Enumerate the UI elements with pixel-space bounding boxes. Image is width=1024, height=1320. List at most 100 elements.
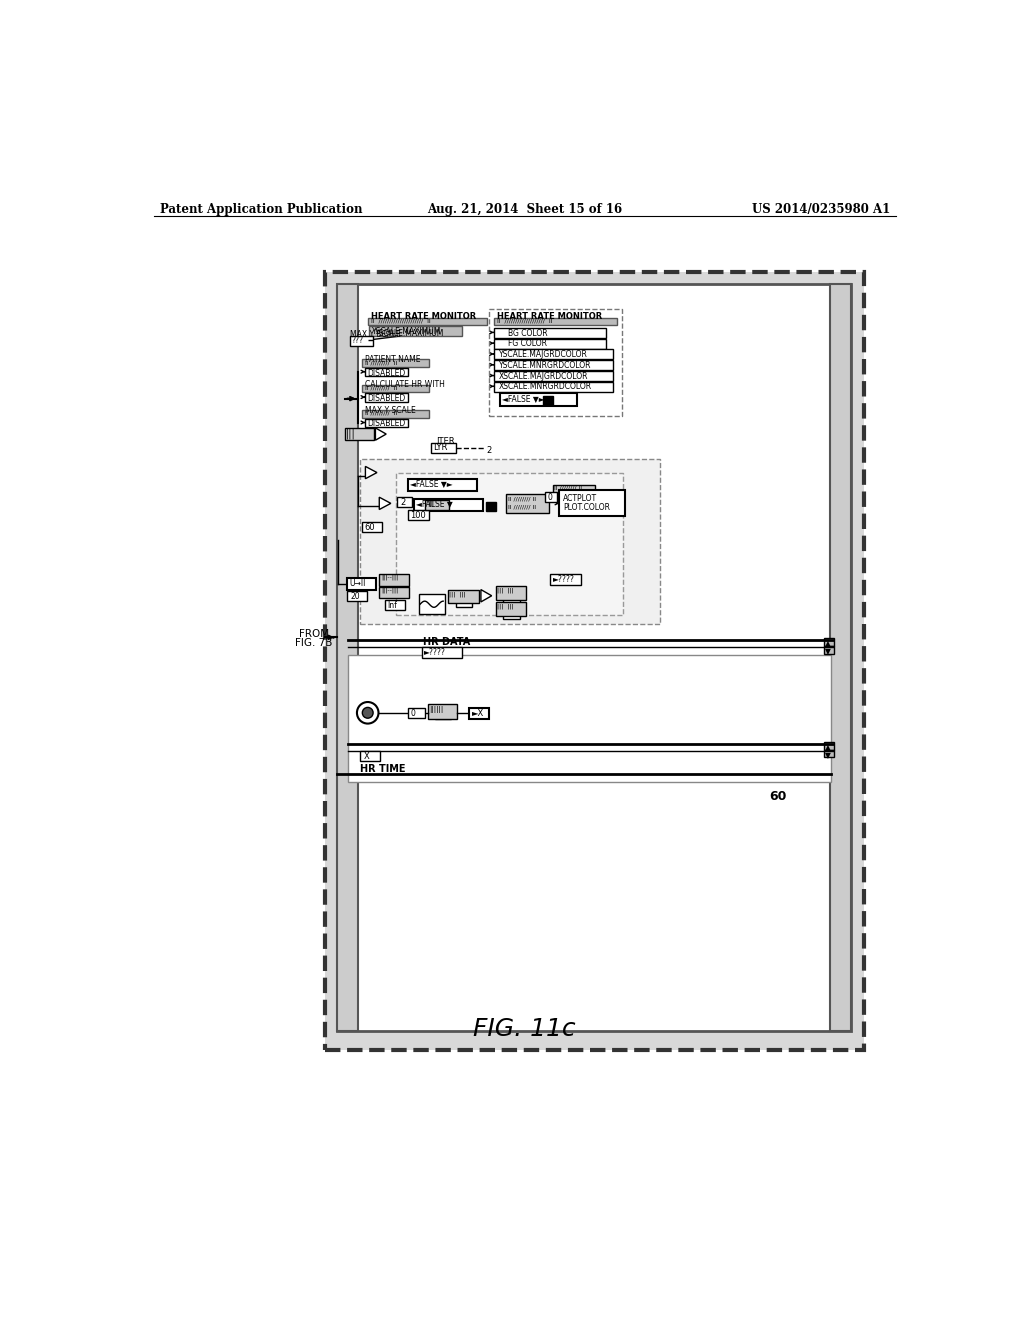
- Bar: [823, 638, 835, 645]
- Text: CALCULATE HR WITH: CALCULATE HR WITH: [365, 380, 444, 389]
- Text: ►????: ►????: [553, 576, 574, 583]
- Bar: [486, 502, 496, 511]
- Bar: [496, 602, 526, 615]
- Text: ►????: ►????: [424, 648, 445, 657]
- Bar: [379, 574, 409, 586]
- Bar: [360, 459, 660, 624]
- Text: FIG. 7B: FIG. 7B: [295, 639, 333, 648]
- Text: FIG. 11c: FIG. 11c: [473, 1016, 577, 1041]
- Text: 2: 2: [486, 446, 492, 454]
- Bar: [360, 751, 380, 762]
- Text: ll /////////  ll: ll ///////// ll: [365, 360, 396, 366]
- Text: ll /////////  ll: ll ///////// ll: [365, 385, 396, 391]
- Text: 60: 60: [770, 789, 787, 803]
- Text: YSCALE.MAJGRDCOLOR: YSCALE.MAJGRDCOLOR: [499, 350, 588, 359]
- Text: ITER: ITER: [436, 437, 455, 446]
- Text: ll //////// ll: ll //////// ll: [508, 504, 536, 510]
- Bar: [494, 339, 605, 348]
- Bar: [345, 428, 374, 441]
- Text: ▼: ▼: [825, 751, 830, 759]
- Text: 2: 2: [400, 498, 406, 507]
- Bar: [366, 393, 408, 401]
- Bar: [431, 442, 456, 453]
- Bar: [503, 595, 520, 603]
- Text: |||  |||: ||| |||: [497, 587, 514, 593]
- Bar: [823, 742, 835, 750]
- Text: |||  |||: ||| |||: [497, 603, 514, 609]
- Polygon shape: [376, 428, 386, 441]
- Text: 60: 60: [365, 523, 375, 532]
- Text: DISABLED: DISABLED: [368, 395, 406, 403]
- Circle shape: [362, 708, 373, 718]
- Text: YSCALE.MAXIMUM: YSCALE.MAXIMUM: [373, 327, 441, 337]
- Bar: [545, 492, 557, 502]
- Bar: [447, 590, 478, 603]
- Bar: [337, 284, 358, 1031]
- Text: MAX Y SCALE: MAX Y SCALE: [365, 405, 416, 414]
- Text: DISABLED: DISABLED: [368, 368, 406, 378]
- Bar: [823, 645, 835, 653]
- Text: XSCALE.MAJGRDCOLOR: XSCALE.MAJGRDCOLOR: [499, 372, 588, 380]
- Text: FROM: FROM: [299, 630, 329, 639]
- Text: ▲: ▲: [825, 743, 830, 752]
- Text: 20: 20: [350, 591, 359, 601]
- Bar: [503, 611, 520, 619]
- Polygon shape: [379, 498, 391, 510]
- Text: |||: |||: [427, 500, 434, 507]
- Text: BG COLOR: BG COLOR: [508, 329, 548, 338]
- Bar: [425, 499, 449, 510]
- Bar: [366, 368, 408, 376]
- Text: ACTPLOT: ACTPLOT: [563, 494, 597, 503]
- Bar: [396, 473, 624, 615]
- Polygon shape: [481, 590, 492, 602]
- Bar: [823, 750, 835, 758]
- Bar: [361, 385, 429, 392]
- Bar: [422, 647, 462, 659]
- Bar: [496, 586, 526, 599]
- Text: ▼: ▼: [825, 647, 830, 656]
- Bar: [408, 708, 425, 718]
- Text: MAX Y SCALE: MAX Y SCALE: [350, 330, 400, 339]
- Bar: [361, 411, 429, 418]
- Text: ll /////////  ll: ll ///////// ll: [365, 411, 396, 416]
- Text: |||--|||: |||--|||: [381, 587, 398, 593]
- Text: DISABLED: DISABLED: [368, 420, 406, 429]
- Bar: [366, 418, 408, 428]
- Bar: [500, 393, 578, 405]
- Bar: [494, 327, 605, 338]
- Text: ll //////// ll: ll //////// ll: [554, 486, 582, 491]
- Bar: [368, 318, 487, 326]
- Text: ◄FALSE ▼: ◄FALSE ▼: [416, 499, 453, 508]
- Text: ||||||: ||||||: [429, 706, 443, 713]
- Text: ???: ???: [351, 337, 364, 346]
- Text: |||  |||: ||| |||: [450, 591, 466, 597]
- Text: US 2014/0235980 A1: US 2014/0235980 A1: [752, 203, 890, 216]
- Text: 100: 100: [410, 511, 426, 520]
- Text: HR TIME: HR TIME: [360, 763, 406, 774]
- Bar: [469, 708, 489, 719]
- Bar: [385, 601, 404, 610]
- Bar: [829, 284, 851, 1031]
- Bar: [494, 381, 613, 392]
- Bar: [337, 284, 851, 1031]
- Text: HEART RATE MONITOR: HEART RATE MONITOR: [497, 313, 602, 321]
- Text: Aug. 21, 2014  Sheet 15 of 16: Aug. 21, 2014 Sheet 15 of 16: [427, 203, 623, 216]
- Text: HEART RATE MONITOR: HEART RATE MONITOR: [371, 313, 476, 321]
- Text: U→II: U→II: [349, 579, 366, 587]
- Text: Inf: Inf: [387, 601, 397, 610]
- Text: ll  /////////////////////  ll: ll ///////////////////// ll: [371, 318, 430, 323]
- Bar: [494, 360, 613, 370]
- Bar: [370, 326, 462, 337]
- Text: 0: 0: [547, 492, 552, 502]
- Bar: [494, 318, 617, 326]
- Text: ◄FALSE ▼►: ◄FALSE ▼►: [503, 395, 545, 403]
- Bar: [361, 521, 382, 532]
- Text: LYR: LYR: [433, 444, 447, 453]
- Bar: [559, 490, 625, 516]
- Bar: [456, 599, 472, 607]
- Bar: [414, 499, 483, 511]
- Text: YSCALE.MAXIMUM: YSCALE.MAXIMUM: [376, 329, 444, 338]
- Bar: [419, 594, 444, 614]
- Text: YSCALE.MNRGRDCOLOR: YSCALE.MNRGRDCOLOR: [499, 360, 591, 370]
- Bar: [397, 498, 413, 507]
